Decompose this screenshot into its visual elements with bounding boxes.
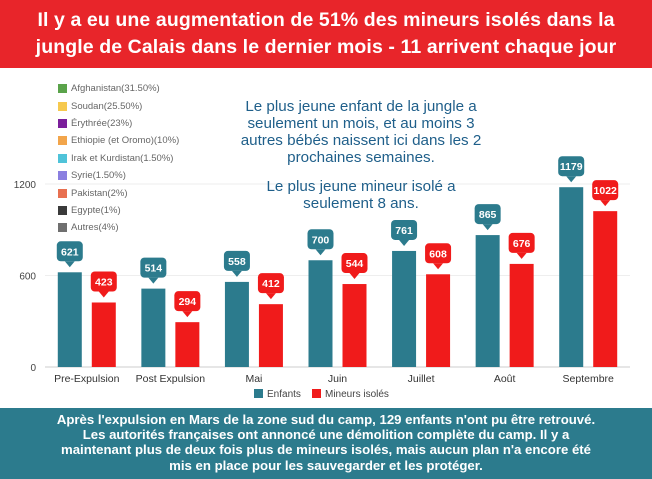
youngest-child-note: Le plus jeune enfant de la jungle a seul… xyxy=(208,98,514,166)
bar-mineurs xyxy=(426,274,450,367)
footer-line-3: maintenant plus de deux fois plus de min… xyxy=(0,442,652,457)
x-category-label: Post Expulsion xyxy=(136,373,206,385)
x-category-label: Septembre xyxy=(563,373,615,385)
data-label-pointer xyxy=(316,249,326,255)
legend-item-syrie: Syrie(1.50%) xyxy=(58,167,179,184)
x-category-label: Mai xyxy=(245,373,262,385)
title-banner: Il y a eu une augmentation de 51% des mi… xyxy=(0,0,652,68)
legend-item-erythree: Érythrée(23%) xyxy=(58,115,179,132)
title-line-1: Il y a eu une augmentation de 51% des mi… xyxy=(0,7,652,34)
footer-banner: Après l'expulsion en Mars de la zone sud… xyxy=(0,408,652,479)
x-category-label: Août xyxy=(494,373,516,385)
footer-line-1: Après l'expulsion en Mars de la zone sud… xyxy=(0,412,652,427)
x-category-label: Pre-Expulsion xyxy=(54,373,120,385)
data-label: 761 xyxy=(395,225,413,237)
legend-swatch xyxy=(58,119,67,128)
data-label: 1179 xyxy=(560,161,583,173)
legend-swatch-enfants xyxy=(254,389,263,398)
y-tick-label: 0 xyxy=(30,363,36,374)
bar-mineurs xyxy=(92,302,116,367)
data-label-pointer xyxy=(99,291,109,297)
bar-enfants xyxy=(309,260,333,367)
data-label-pointer xyxy=(433,263,443,269)
legend-item-afghanistan: Afghanistan(31.50%) xyxy=(58,80,179,97)
bar-mineurs xyxy=(259,304,283,367)
legend-item-pakistan: Pakistan(2%) xyxy=(58,184,179,201)
data-label-pointer xyxy=(483,224,493,230)
data-label: 676 xyxy=(513,238,531,250)
x-category-label: Juin xyxy=(328,373,347,385)
data-label: 412 xyxy=(262,278,280,290)
data-label: 608 xyxy=(429,248,447,260)
data-label-pointer xyxy=(266,293,276,299)
bar-mineurs xyxy=(175,322,199,367)
footer-line-4: mis en place pour les sauvegarder et les… xyxy=(0,458,652,473)
title-line-2: jungle de Calais dans le dernier mois - … xyxy=(0,34,652,61)
data-label: 700 xyxy=(312,234,330,246)
data-label-pointer xyxy=(517,253,527,259)
x-category-label: Juillet xyxy=(408,373,435,385)
bar-enfants xyxy=(58,272,82,367)
bar-mineurs xyxy=(510,264,534,367)
data-label-pointer xyxy=(65,261,75,267)
legend-label-mineurs: Mineurs isolés xyxy=(325,389,389,400)
legend-item-irak: Irak et Kurdistan(1.50%) xyxy=(58,150,179,167)
bar-enfants xyxy=(476,235,500,367)
data-label-pointer xyxy=(148,278,158,284)
data-label-pointer xyxy=(399,240,409,246)
legend-swatch xyxy=(58,136,67,145)
data-label: 1022 xyxy=(594,185,618,197)
legend-label-enfants: Enfants xyxy=(267,389,301,400)
legend-item-ethiopie: Ethiopie (et Oromo)(10%) xyxy=(58,132,179,149)
legend-swatch xyxy=(58,102,67,111)
legend-swatch xyxy=(58,154,67,163)
data-label: 544 xyxy=(346,258,364,270)
data-label-pointer xyxy=(350,273,360,279)
bar-mineurs xyxy=(593,211,617,367)
nationality-legend: Afghanistan(31.50%) Soudan(25.50%) Éryth… xyxy=(58,80,179,237)
bar-enfants xyxy=(559,187,583,367)
bar-enfants xyxy=(141,289,165,367)
legend-swatch xyxy=(58,189,67,198)
data-label-pointer xyxy=(566,176,576,182)
footer-line-2: Les autorités françaises ont annoncé une… xyxy=(0,427,652,442)
legend-item-autres: Autres(4%) xyxy=(58,219,179,236)
data-label-pointer xyxy=(182,311,192,317)
data-label: 621 xyxy=(61,246,79,258)
legend-swatch xyxy=(58,84,67,93)
legend-swatch xyxy=(58,223,67,232)
chart-area: 0 600 1200 621 423 Pre-Expulsion 514 294 Post Ex… xyxy=(0,68,652,408)
y-tick-label: 600 xyxy=(19,272,36,283)
bar-enfants xyxy=(225,282,249,367)
data-label-pointer xyxy=(600,200,610,206)
bar-mineurs xyxy=(343,284,367,367)
data-label: 514 xyxy=(145,263,163,275)
bar-enfants xyxy=(392,251,416,367)
data-label: 558 xyxy=(228,256,246,268)
legend-item-soudan: Soudan(25.50%) xyxy=(58,97,179,114)
data-label: 423 xyxy=(95,276,113,288)
data-label-pointer xyxy=(232,271,242,277)
data-label: 294 xyxy=(179,296,197,308)
youngest-minor-note: Le plus jeune mineur isolé a seulement 8… xyxy=(218,178,504,212)
legend-swatch xyxy=(58,206,67,215)
legend-item-egypte: Egypte(1%) xyxy=(58,202,179,219)
legend-swatch xyxy=(58,171,67,180)
y-tick-label: 1200 xyxy=(14,180,37,191)
legend-swatch-mineurs xyxy=(312,389,321,398)
